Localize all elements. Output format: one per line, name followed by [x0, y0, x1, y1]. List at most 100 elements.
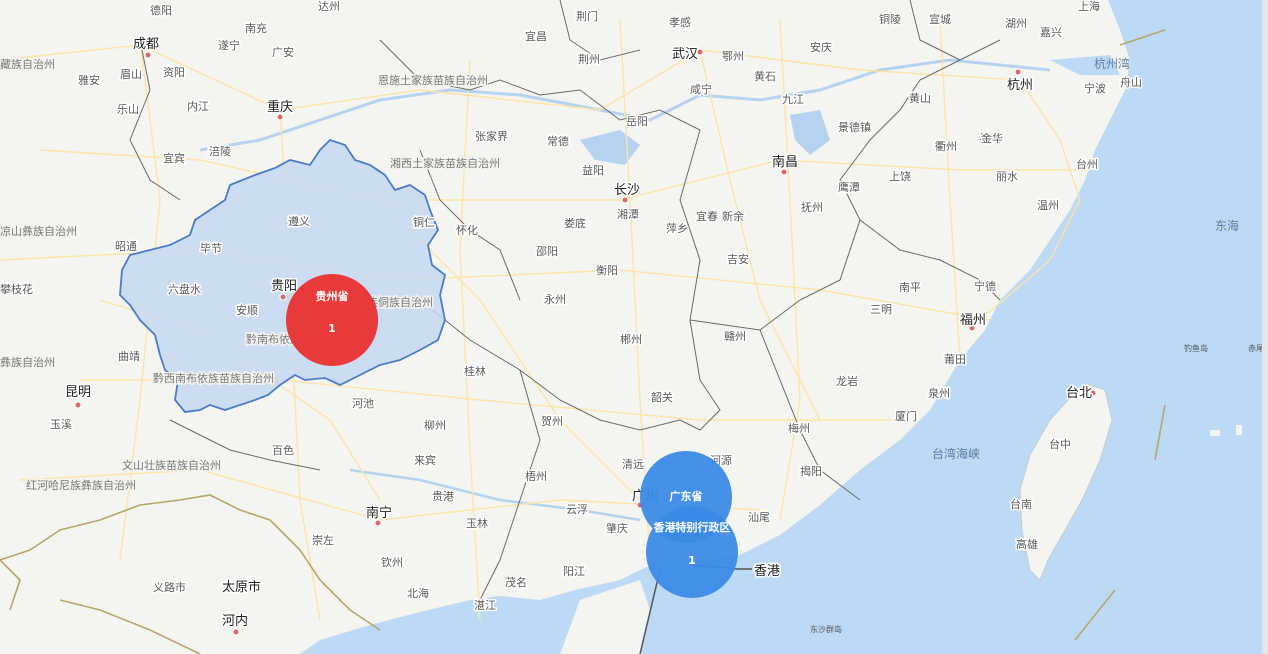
city-longyan: 龙岩: [836, 374, 858, 388]
city-huzhou: 湖州: [1005, 17, 1027, 30]
city-changde: 常德: [547, 134, 569, 148]
city-meishan: 眉山: [120, 68, 142, 81]
city-sanming: 三明: [870, 303, 892, 316]
vertical-scrollbar[interactable]: [1262, 0, 1268, 654]
city-ganzhou: 赣州: [724, 329, 746, 343]
city-wenzhou: 温州: [1037, 199, 1059, 212]
label-diaoyu: 钓鱼岛: [1184, 343, 1208, 353]
city-guigang: 贵港: [432, 490, 454, 503]
city-zhaoqing: 肇庆: [606, 521, 628, 535]
city-lishui: 丽水: [996, 170, 1018, 183]
city-hongkong: 香港: [754, 564, 780, 579]
water-labels: 东海 台湾海峡 杭州湾: [932, 56, 1239, 461]
bubble-guizhou-count: 1: [328, 322, 336, 335]
city-ningde: 宁德: [974, 279, 996, 293]
region-labels: 藏族自治州 凉山彝族自治州 彝族自治州 恩施土家族苗族自治州 湘西土家族苗族自治…: [0, 56, 502, 494]
city-loudi: 娄底: [564, 216, 586, 230]
region-enshi: 恩施土家族苗族自治州: [378, 73, 488, 87]
island-labels: 钓鱼岛 赤尾 东沙群岛: [810, 343, 1264, 634]
city-bijie: 毕节: [200, 242, 222, 255]
city-huangshan: 黄山: [909, 91, 931, 105]
bubble-hongkong[interactable]: 香港特别行政区 1: [646, 506, 738, 598]
city-yingtan: 鹰潭: [838, 180, 860, 194]
city-shanwei: 汕尾: [748, 511, 770, 524]
city-luzhou: 泸州: [208, 146, 230, 159]
minor-city-labels: 德阳 雅安 眉山 资阳 遂宁 南充 广安 达州 乐山 内江 宜宾 泸州 昭通 曲…: [0, 0, 1144, 614]
city-xinyu: 新余: [722, 209, 744, 223]
city-huaihua: 怀化: [456, 223, 478, 237]
city-qujing: 曲靖: [118, 350, 140, 363]
city-yueyang: 岳阳: [626, 115, 648, 128]
city-baise: 百色: [272, 443, 294, 457]
bubble-hongkong-circle[interactable]: [646, 506, 738, 598]
city-qinzhou: 钦州: [381, 556, 403, 569]
label-dongsha: 东沙群岛: [810, 624, 842, 634]
city-tongren: 铜仁: [413, 215, 435, 229]
city-ezhou: 鄂州: [722, 50, 744, 63]
city-gaoxiong: 高雄: [1016, 537, 1038, 551]
city-guiyang: 贵阳: [271, 279, 297, 294]
city-yichun: 宜春: [696, 209, 718, 223]
city-yichang: 宜昌: [525, 29, 547, 43]
city-jingdezhen: 景德镇: [838, 120, 871, 134]
label-donghai: 东海: [1215, 218, 1239, 233]
label-chiwei: 赤尾: [1248, 344, 1264, 353]
region-wenshan: 文山壮族苗族自治州: [122, 458, 221, 472]
city-chenzhou: 郴州: [620, 332, 642, 346]
city-zhangjiajie: 张家界: [475, 129, 508, 143]
city-liuzhou: 柳州: [424, 418, 446, 432]
city-quanzhou: 泉州: [928, 386, 950, 400]
city-jian: 吉安: [727, 252, 749, 266]
region-liangshan: 凉山彝族自治州: [0, 224, 77, 238]
city-suining: 遂宁: [218, 38, 240, 52]
region-chuxiong: 彝族自治州: [0, 355, 55, 369]
country-border: [0, 29, 1166, 654]
city-leshan: 乐山: [117, 103, 139, 116]
city-yilushi: 义路市: [153, 580, 186, 594]
city-huangshi: 黄石: [754, 69, 776, 83]
region-qianxinan: 黔西南布依族苗族自治州: [153, 371, 274, 385]
city-nanning: 南宁: [366, 505, 392, 521]
city-chongqing: 重庆: [267, 99, 293, 115]
bubble-guangdong-name: 广东省: [670, 489, 703, 503]
city-hezhou: 贺州: [541, 415, 563, 428]
city-jieyang: 揭阳: [800, 464, 822, 478]
city-pingxiang: 萍乡: [666, 222, 688, 235]
city-shaoguan: 韶关: [651, 390, 673, 404]
hangzhou-bay-water: [1050, 55, 1120, 75]
city-guangan: 广安: [272, 45, 294, 59]
city-shangrao: 上饶: [889, 170, 911, 183]
city-yangjiang: 阳江: [563, 565, 585, 578]
city-xuancheng: 宣城: [929, 12, 951, 26]
city-qingyuan: 清远: [622, 458, 644, 471]
city-taibei: 台北: [1066, 386, 1092, 401]
city-jinhua: 金华: [981, 131, 1003, 145]
city-xianning: 咸宁: [690, 82, 712, 96]
city-anqing: 安庆: [810, 40, 832, 54]
city-hengyang: 衡阳: [596, 264, 618, 277]
city-deyang: 德阳: [150, 3, 172, 17]
city-tainan: 台南: [1010, 497, 1032, 511]
city-xiamen: 厦门: [895, 409, 917, 423]
city-yiyang: 益阳: [582, 163, 604, 177]
region-xiangxi: 湘西土家族苗族自治州: [390, 156, 500, 170]
island-small-1: [1210, 430, 1220, 436]
bubble-guizhou[interactable]: 贵州省 1: [286, 274, 378, 366]
city-hechi: 河池: [352, 397, 374, 410]
city-xiangtan: 湘潭: [617, 207, 639, 221]
city-yaan: 雅安: [78, 73, 100, 87]
leizhou-peninsula: [560, 580, 650, 654]
label-taiwan-strait: 台湾海峡: [932, 446, 980, 461]
city-taiyuan: 太原市: [222, 579, 261, 595]
city-beihai: 北海: [407, 586, 429, 600]
city-taizhong: 台中: [1049, 437, 1071, 451]
city-yongzhou: 永州: [544, 292, 566, 306]
city-zhaotong: 昭通: [115, 240, 137, 253]
city-anshun: 安顺: [236, 303, 258, 317]
bubble-guizhou-circle[interactable]: [286, 274, 378, 366]
city-ziyang: 资阳: [163, 66, 185, 79]
bubble-hongkong-count: 1: [688, 554, 696, 567]
pearl-river: [349, 468, 641, 522]
